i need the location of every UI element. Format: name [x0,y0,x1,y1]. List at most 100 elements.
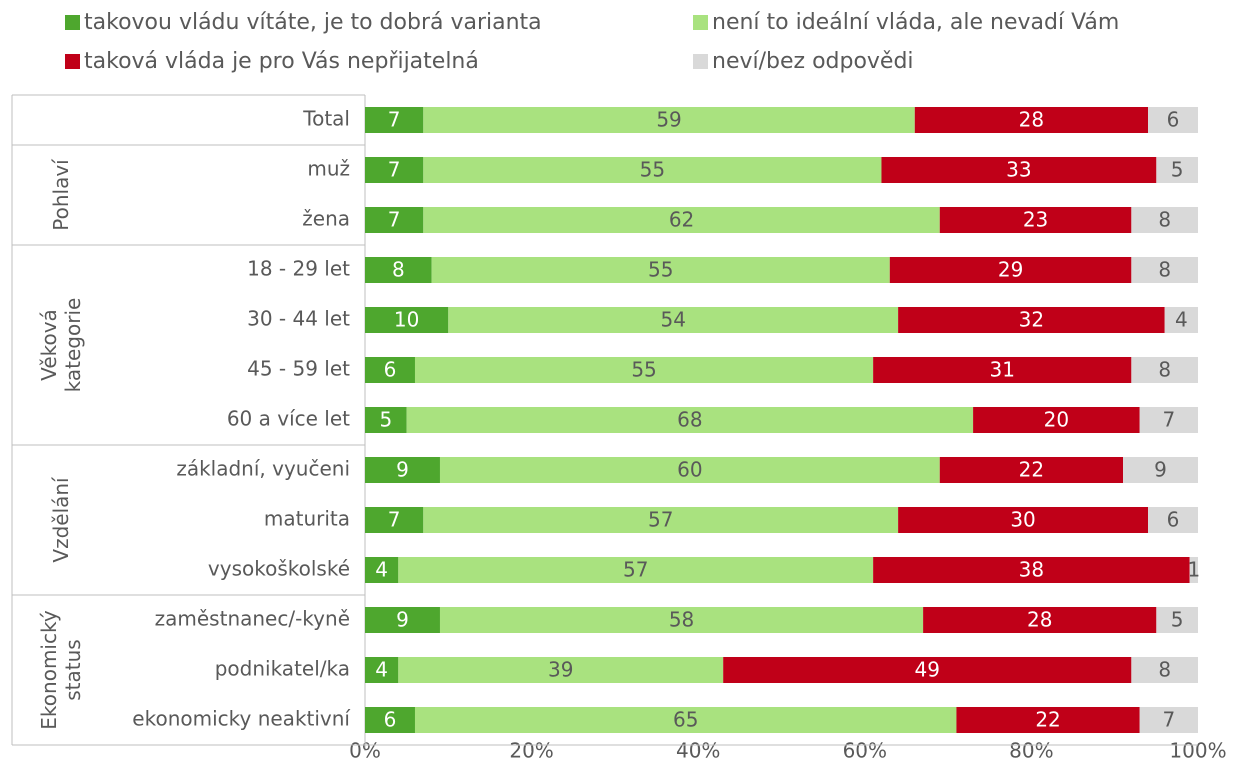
bar-segment [873,357,1132,383]
category-label: Total [302,107,350,131]
bar-segment [414,357,874,383]
x-tick-label: 80% [1009,739,1053,763]
bar-segment [723,657,1132,683]
data-label: 9 [396,608,409,632]
data-label: 4 [375,558,388,582]
data-label: 33 [1006,158,1031,182]
bar-segment [1139,407,1198,433]
x-tick-label: 100% [1169,739,1226,763]
data-label: 22 [1035,708,1060,732]
bar-segment [423,207,940,233]
data-label: 55 [640,158,665,182]
category-label: ekonomicky neaktivní [132,707,351,731]
category-label: 60 a více let [227,407,350,431]
data-label: 5 [379,408,392,432]
x-tick-label: 40% [676,739,720,763]
bar-segment [898,507,1149,533]
bar-segment [1131,357,1198,383]
data-label: 31 [990,358,1015,382]
data-label: 6 [1167,508,1180,532]
bar-segment [956,707,1140,733]
data-label: 5 [1171,158,1184,182]
bar-segment [423,507,899,533]
bar-segment [881,157,1157,183]
legend-swatch [693,54,708,69]
bar-segment [365,207,424,233]
bar-segment [873,557,1190,583]
group-label: Ekonomickýstatus [37,610,85,730]
data-label: 9 [396,458,409,482]
bar-segment [939,207,1132,233]
bar-segment [365,357,415,383]
data-label: 7 [1162,708,1175,732]
bar-segment [1139,707,1198,733]
group-label: Věkovákategorie [37,298,85,393]
data-label: 54 [660,308,685,332]
bar-segment [1156,607,1198,633]
bar-segment [1189,557,1198,583]
data-label: 28 [1027,608,1052,632]
bar-segment [365,157,424,183]
bar-segment [1164,307,1198,333]
bar-segment [365,407,407,433]
category-label: podnikatel/ka [215,657,350,681]
legend-label: není to ideální vláda, ale nevadí Vám [712,10,1119,35]
data-label: 59 [656,108,681,132]
legend-label: takovou vládu vítáte, je to dobrá varian… [84,10,542,35]
x-tick-label: 60% [843,739,887,763]
data-label: 8 [1158,358,1171,382]
data-label: 38 [1019,558,1044,582]
data-label: 6 [384,708,397,732]
bar-segment [398,657,724,683]
bar-segment [365,107,424,133]
bar-segment [939,457,1124,483]
data-label: 4 [1175,308,1188,332]
category-label: základní, vyučeni [176,457,350,481]
data-label: 8 [392,258,405,282]
data-label: 49 [915,658,940,682]
data-label: 6 [384,358,397,382]
data-label: 5 [1171,608,1184,632]
bar-segment [365,657,399,683]
group-label-line: Vzdělání [49,476,73,563]
category-label: 45 - 59 let [247,357,350,381]
group-label-line: Věková [37,309,61,381]
data-label: 10 [394,308,419,332]
bar-segment [898,307,1165,333]
legend-swatch [693,15,708,30]
data-label: 7 [1162,408,1175,432]
bar-segment [1156,157,1198,183]
data-label: 58 [669,608,694,632]
bar-segment [414,707,957,733]
legend-swatch [65,54,80,69]
category-label: 18 - 29 let [247,257,350,281]
category-label: žena [302,207,350,231]
data-label: 30 [1010,508,1035,532]
data-label: 28 [1019,108,1044,132]
data-label: 57 [648,508,673,532]
group-label: Vzdělání [49,476,73,563]
data-label: 6 [1167,108,1180,132]
category-label: muž [307,157,350,181]
category-label: zaměstnanec/-kyně [155,607,350,631]
category-label: vysokoškolské [208,557,350,581]
bar-segment [365,707,415,733]
group-label-line: Pohlaví [49,158,73,231]
data-label: 65 [673,708,698,732]
group-label: Pohlaví [49,158,73,231]
bar-segment [439,607,924,633]
data-label: 32 [1019,308,1044,332]
bar-segment [973,407,1140,433]
x-tick-label: 20% [509,739,553,763]
data-label: 22 [1019,458,1044,482]
legend-swatch [65,15,80,30]
group-label-line: kategorie [61,298,85,393]
bar-segment [1148,107,1198,133]
data-label: 68 [677,408,702,432]
bar-segment [448,307,899,333]
bar-segment [1131,207,1198,233]
bar-segment [1131,257,1198,283]
group-label-line: status [61,639,85,700]
data-label: 55 [631,358,656,382]
